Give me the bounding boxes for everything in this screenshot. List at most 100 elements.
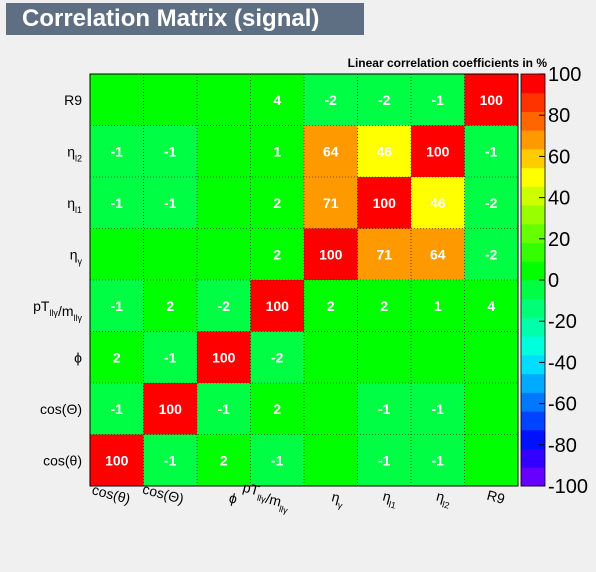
heatmap-cell [143, 383, 197, 435]
cell-value-label: 46 [430, 195, 446, 211]
colorbar-segment [521, 223, 545, 244]
colorbar-tick-label: 20 [548, 229, 570, 251]
title-box: Correlation Matrix (signal) [6, 3, 364, 35]
heatmap-cell [197, 280, 251, 332]
heatmap-cell [464, 228, 518, 280]
y-tick-label: ϕ [74, 349, 82, 365]
cell-value-label: 100 [426, 143, 450, 159]
heatmap-cell [90, 74, 144, 126]
y-tick-label: cos(θ) [43, 452, 82, 468]
colorbar-segment [521, 411, 545, 431]
y-tick-label: ηl1 [67, 195, 82, 215]
cell-value-label: 4 [487, 298, 495, 314]
cell-value-label: 100 [373, 195, 397, 211]
heatmap-cell [143, 434, 197, 486]
colorbar-segment [521, 111, 545, 131]
colorbar-tick-label: 60 [548, 146, 570, 168]
cell-value-label: -1 [432, 452, 445, 468]
heatmap-cell [304, 383, 358, 435]
cell-value-label: -2 [271, 349, 284, 365]
heatmap-cell [197, 228, 251, 280]
x-tick-label: pTllγ/mllγ [239, 479, 293, 516]
cell-value-label: -1 [164, 195, 177, 211]
heatmap-cell [143, 331, 197, 383]
cell-value-label: 100 [105, 452, 129, 468]
heatmap-cell [411, 125, 465, 177]
cell-value-label: 2 [220, 452, 228, 468]
cell-value-label: -1 [432, 401, 445, 417]
cell-value-label: -2 [485, 195, 498, 211]
colorbar-tick-label: -80 [548, 435, 577, 457]
cell-value-label: -2 [378, 92, 391, 108]
heatmap-cell [250, 434, 304, 486]
heatmap-cell [197, 125, 251, 177]
heatmap-cell [464, 383, 518, 435]
heatmap-cell [143, 177, 197, 229]
cell-value-label: -2 [218, 298, 231, 314]
heatmap-cell [143, 125, 197, 177]
cell-value-label: -1 [111, 195, 124, 211]
cell-value-label: 100 [159, 401, 183, 417]
cell-value-label: 2 [166, 298, 174, 314]
cell-value-label: 2 [273, 401, 281, 417]
colorbar-tick-label: -40 [548, 352, 577, 374]
cell-value-label: -1 [164, 143, 177, 159]
colorbar-tick-label: -60 [548, 394, 577, 416]
heatmap-cell [197, 434, 251, 486]
cell-value-label: -2 [325, 92, 338, 108]
cell-value-label: 1 [434, 298, 442, 314]
heatmap-cell [197, 177, 251, 229]
heatmap-cell [304, 125, 358, 177]
colorbar-segment [521, 336, 545, 356]
heatmap-cell [250, 331, 304, 383]
heatmap-cell [464, 125, 518, 177]
colorbar-segment [521, 92, 545, 112]
heatmap-cell [304, 434, 358, 486]
heatmap-cell [250, 383, 304, 435]
colorbar-segment [521, 298, 545, 318]
colorbar-segment [521, 261, 545, 281]
heatmap-cell [411, 434, 465, 486]
cell-value-label: -1 [271, 452, 284, 468]
heatmap-cell [411, 177, 465, 229]
heatmap-cell [304, 331, 358, 383]
heatmap-cell [411, 331, 465, 383]
heatmap-cell [464, 434, 518, 486]
colorbar-segment [521, 186, 545, 206]
colorbar-segment [521, 148, 545, 169]
heatmap-cell [143, 74, 197, 126]
cell-value-label: -1 [164, 452, 177, 468]
colorbar-tick-label: 40 [548, 188, 570, 210]
colorbar-segment [521, 429, 545, 450]
heatmap-cell [464, 280, 518, 332]
cell-value-label: -1 [378, 452, 391, 468]
heatmap-cell [143, 280, 197, 332]
heatmap-cell [411, 383, 465, 435]
y-tick-label: ηγ [70, 246, 83, 266]
colorbar-tick-label: 80 [548, 105, 570, 127]
x-tick-label: R9 [485, 487, 507, 507]
heatmap-cell [357, 280, 411, 332]
cell-value-label: 4 [273, 92, 281, 108]
colorbar-tick-label: -20 [548, 311, 577, 333]
cell-value-label: 2 [113, 349, 121, 365]
heatmap-cell [90, 228, 144, 280]
heatmap-cell [411, 280, 465, 332]
heatmap-cell [250, 228, 304, 280]
cell-value-label: 64 [323, 143, 339, 159]
heatmap-cell [357, 177, 411, 229]
heatmap-cell [90, 434, 144, 486]
heatmap-cell [250, 74, 304, 126]
colorbar-segment [521, 280, 545, 300]
chart-title: Correlation Matrix (signal) [22, 5, 320, 32]
colorbar-segment [521, 167, 545, 187]
heatmap-cell [90, 331, 144, 383]
heatmap-cell [90, 383, 144, 435]
colorbar-tick-label: -100 [548, 476, 588, 498]
chart-subtitle: Linear correlation coefficients in % [348, 56, 548, 70]
cell-value-label: -1 [111, 143, 124, 159]
heatmap-cell [197, 383, 251, 435]
cell-value-label: 100 [212, 349, 236, 365]
heatmap-cell [304, 177, 358, 229]
